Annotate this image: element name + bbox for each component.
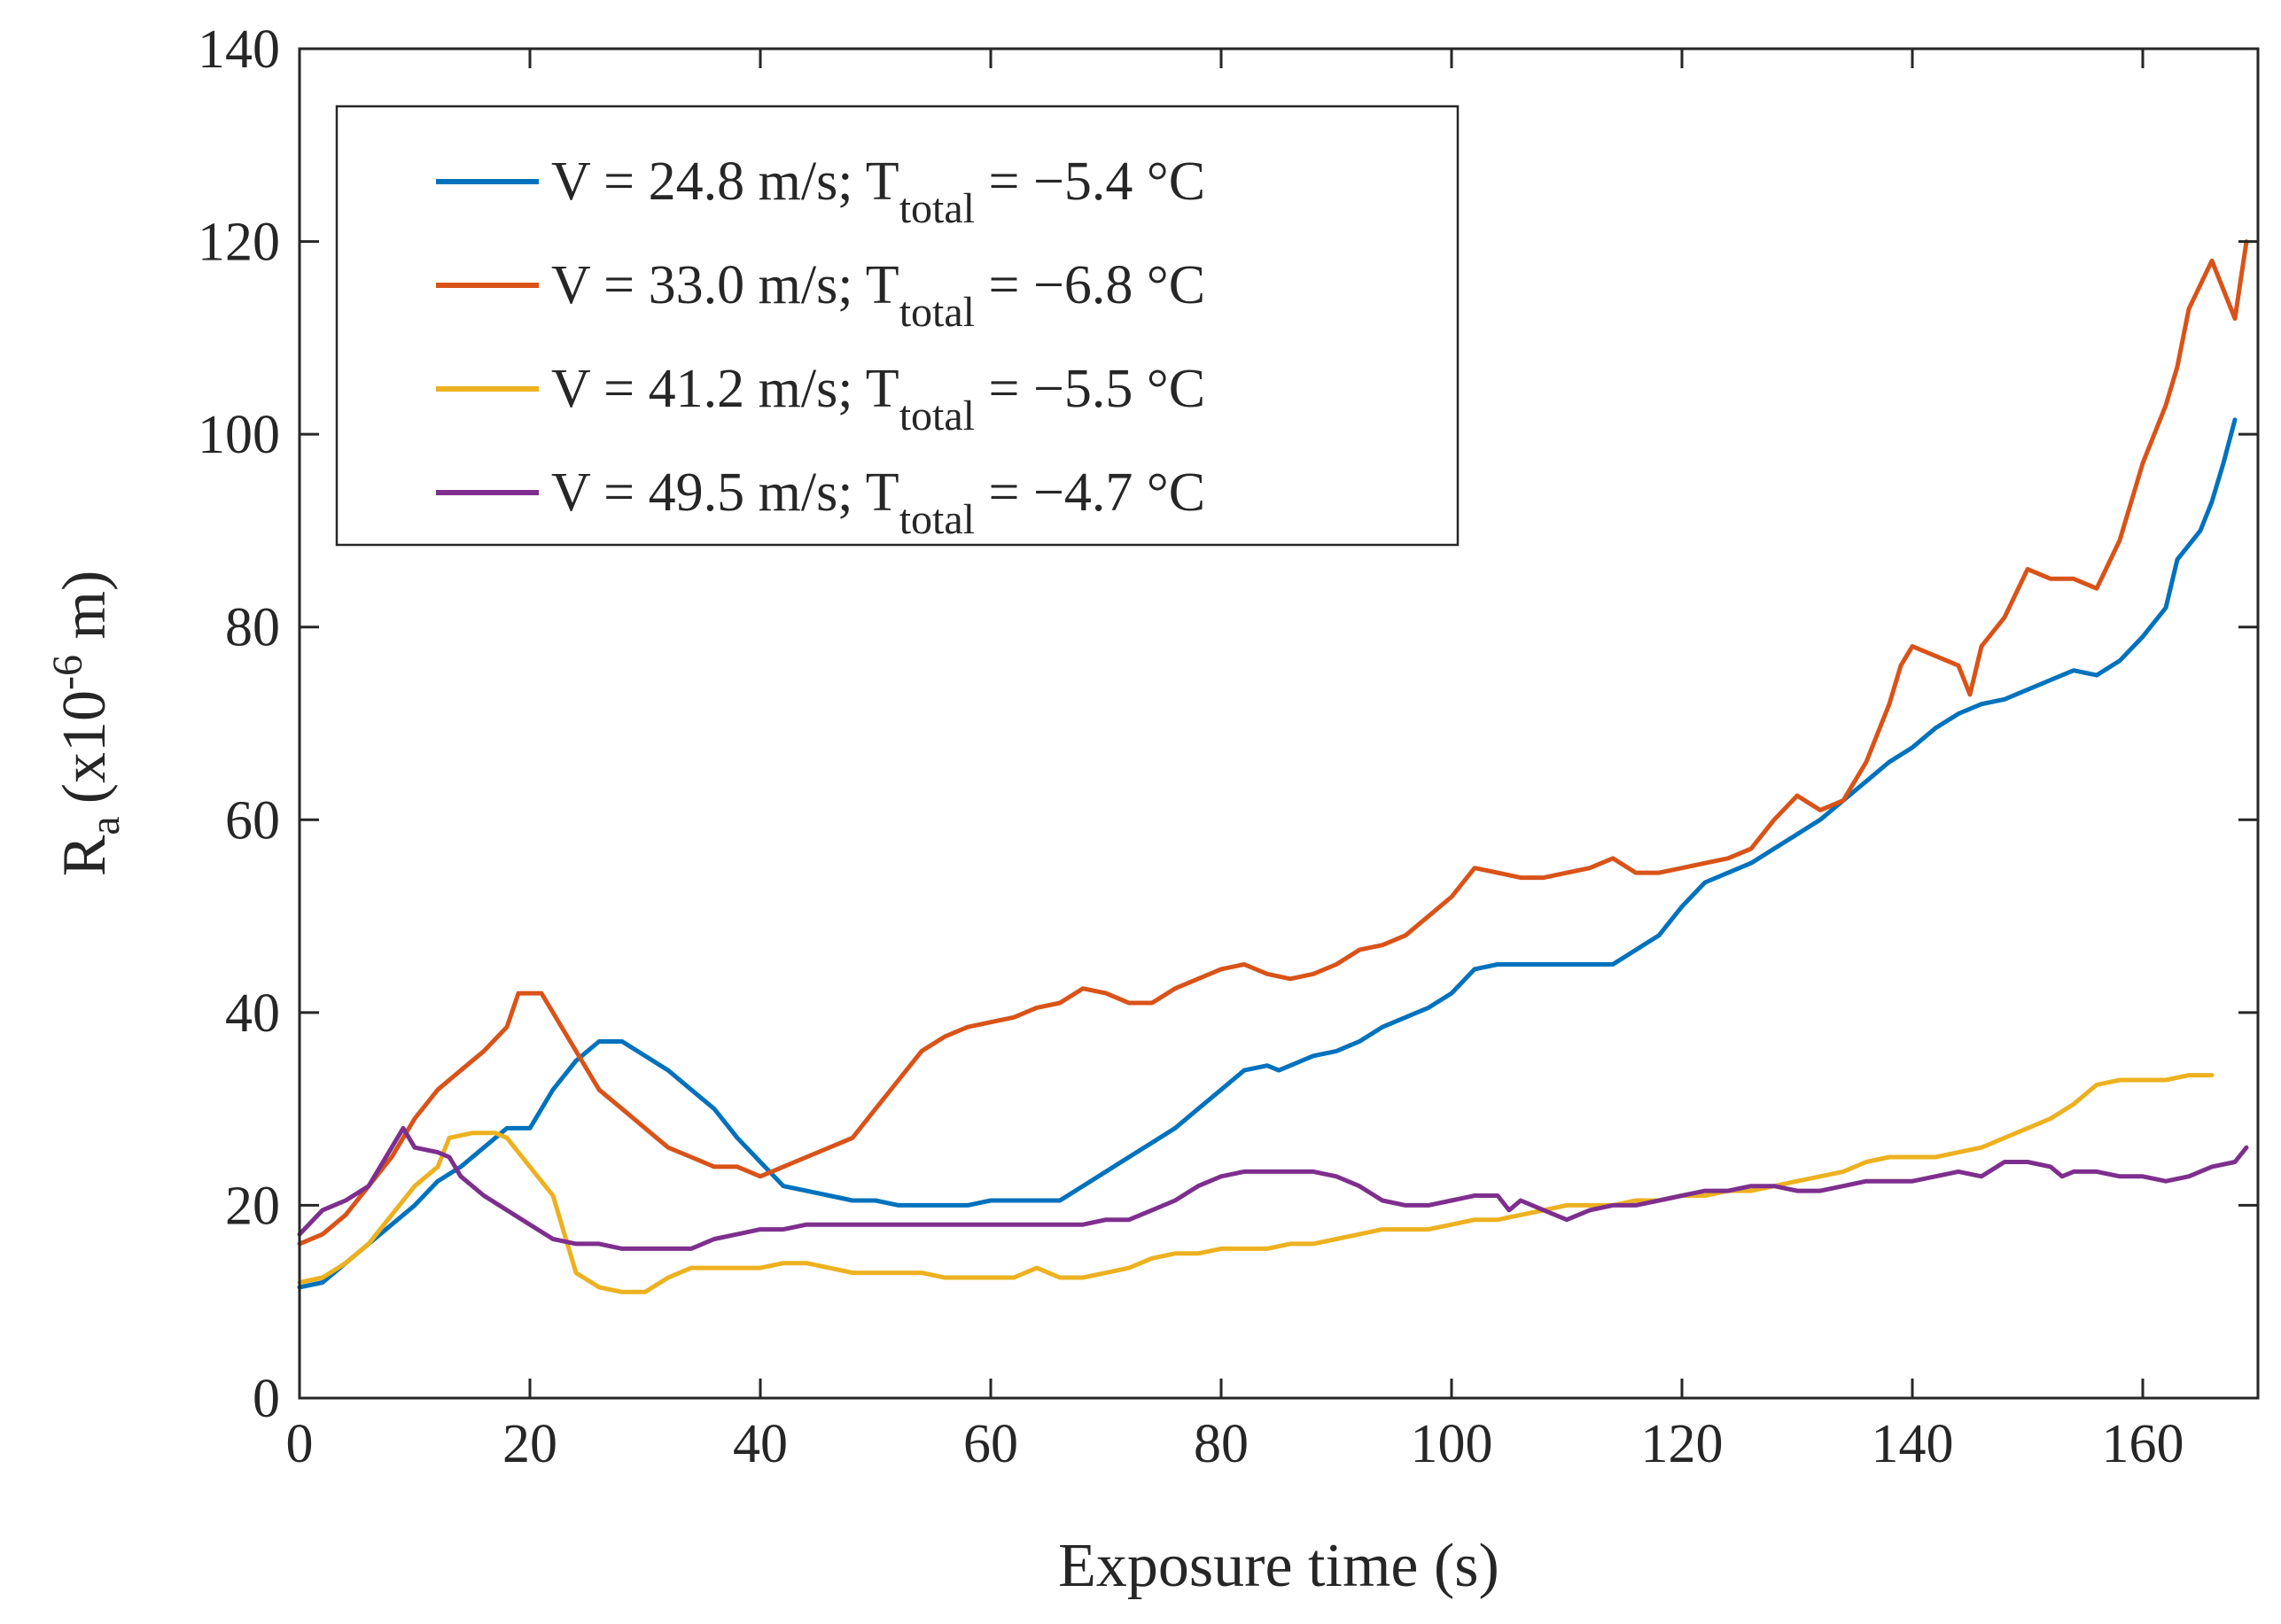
legend-label-4: V = 49.5 m/s; Ttotal = −4.7 °C [551,462,1205,543]
legend-label-main: V = 33.0 m/s; T [551,255,899,315]
y-axis-title-sub: a [82,816,128,835]
x-axis-title: Exposure time (s) [1058,1532,1499,1600]
y-axis-title: Ra (x10-6 m) [44,571,128,877]
y-tick-label: 120 [198,213,280,273]
series-line-2 [297,239,2249,1247]
legend-label-sub: total [899,496,975,543]
legend-label-tail: = −6.8 °C [975,255,1205,315]
x-tick-label: 40 [733,1414,788,1474]
x-tick-label: 0 [286,1414,314,1474]
legend-label-sub: total [899,185,975,232]
y-axis-title-exp: -6 [44,655,91,690]
legend-label-3: V = 41.2 m/s; Ttotal = −5.5 °C [551,359,1205,439]
x-axis: 0 20 40 60 80 100 120 140 160 [286,49,2184,1474]
x-tick-label: 160 [2102,1414,2184,1474]
plot-lines [297,239,2249,1294]
y-tick-label: 100 [198,405,280,465]
y-axis-title-unit: (x10 [51,690,119,804]
y-tick-label: 60 [225,790,280,851]
y-tick-label: 80 [225,598,280,658]
legend-label-1: V = 24.8 m/s; Ttotal = −5.4 °C [551,152,1205,232]
legend-label-2: V = 33.0 m/s; Ttotal = −6.8 °C [551,255,1205,336]
y-tick-label: 20 [225,1176,280,1236]
legend: V = 24.8 m/s; Ttotal = −5.4 °CV = 33.0 m… [335,105,1460,547]
x-tick-label: 120 [1641,1414,1724,1474]
legend-label-main: V = 24.8 m/s; T [551,152,899,212]
y-axis: 0 20 40 60 80 100 120 140 [198,19,2258,1429]
y-tick-label: 40 [225,983,280,1044]
x-tick-label: 20 [502,1414,557,1474]
plot-frame [298,47,2260,1400]
y-tick-label: 140 [198,19,280,80]
x-tick-label: 60 [963,1414,1018,1474]
x-tick-label: 80 [1194,1414,1249,1474]
legend-label-main: V = 41.2 m/s; T [551,359,899,419]
x-tick-label: 140 [1872,1414,1954,1474]
legend-label-tail: = −5.5 °C [975,359,1205,419]
legend-label-tail: = −4.7 °C [975,462,1205,523]
legend-label-sub: total [899,392,975,439]
legend-label-tail: = −5.4 °C [975,152,1205,212]
series-line-3 [297,1073,2215,1294]
series-line-4 [297,1125,2249,1251]
legend-label-sub: total [899,289,975,336]
series-line-1 [297,417,2238,1290]
x-tick-label: 100 [1411,1414,1493,1474]
y-axis-title-main: R [51,835,119,876]
y-axis-title-unit-end: m) [51,571,119,655]
y-tick-label: 0 [253,1369,280,1429]
legend-label-main: V = 49.5 m/s; T [551,462,899,523]
legend-items: V = 24.8 m/s; Ttotal = −5.4 °CV = 33.0 m… [436,152,1205,543]
